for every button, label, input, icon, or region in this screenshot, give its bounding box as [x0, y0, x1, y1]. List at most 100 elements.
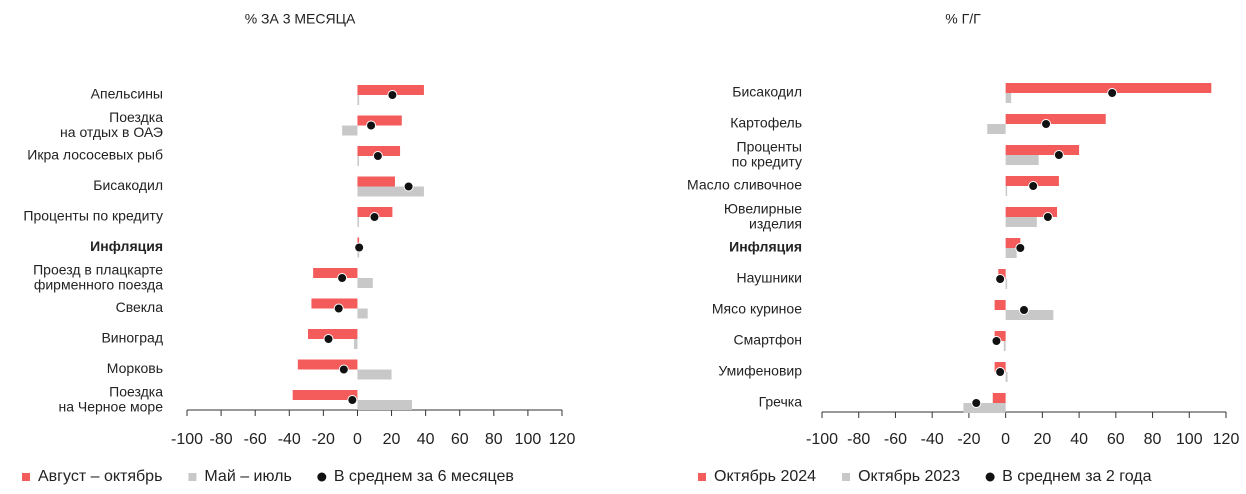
- category-label: Инфляция: [90, 238, 163, 254]
- category-label: Смартфон: [734, 332, 802, 348]
- dot: [387, 90, 398, 100]
- bar: [357, 369, 392, 380]
- dot: [333, 303, 344, 314]
- x-tick-label: -60: [884, 431, 907, 448]
- x-tick-label: -40: [921, 431, 944, 448]
- bar: [342, 125, 358, 136]
- category-label: Умифеновир: [718, 363, 802, 379]
- bar: [357, 95, 360, 105]
- bar: [1005, 207, 1058, 217]
- bar: [357, 146, 401, 156]
- legend-label: Август – октябрь: [38, 468, 162, 485]
- dot: [1053, 150, 1064, 160]
- dot: [403, 181, 414, 192]
- legend-marker: [985, 472, 995, 482]
- chart-title: % Г/Г: [945, 11, 981, 27]
- legend-label: В среднем за 2 года: [1002, 468, 1151, 485]
- bar: [1005, 176, 1059, 186]
- x-tick-label: 60: [1107, 431, 1125, 448]
- x-tick-label: 120: [1213, 431, 1240, 448]
- bar: [998, 269, 1006, 279]
- x-tick-label: 100: [515, 431, 542, 448]
- bar: [1005, 248, 1017, 258]
- dot: [971, 398, 982, 408]
- bar: [1005, 310, 1054, 320]
- dot: [337, 273, 348, 283]
- x-tick-label: -80: [847, 431, 870, 448]
- dot: [338, 364, 349, 375]
- bar: [1005, 279, 1008, 289]
- bar: [987, 124, 1006, 134]
- dot: [366, 120, 377, 131]
- bar: [994, 300, 1006, 310]
- dot: [372, 151, 383, 161]
- category-label: Виноград: [101, 330, 163, 346]
- bar: [357, 278, 373, 288]
- x-tick-label: -20: [312, 431, 335, 448]
- bar: [357, 186, 424, 197]
- bar: [1005, 217, 1037, 227]
- dot: [991, 336, 1002, 346]
- x-tick-label: -100: [171, 431, 203, 448]
- bar: [297, 359, 358, 370]
- bar: [1005, 186, 1008, 196]
- bar: [1003, 341, 1006, 351]
- bar: [1005, 93, 1012, 103]
- x-tick-label: 80: [1144, 431, 1162, 448]
- x-tick-label: 120: [549, 431, 576, 448]
- category-label: Картофель: [730, 115, 802, 131]
- x-tick-label: -40: [278, 431, 301, 448]
- legend-label: Май – июль: [204, 468, 291, 485]
- dot: [995, 367, 1006, 377]
- bar: [313, 268, 358, 278]
- category-label: Проезд в плацкарте фирменного поезда: [33, 261, 163, 292]
- dot: [1028, 181, 1039, 191]
- category-label: Проценты по кредиту: [732, 138, 802, 169]
- dot: [323, 334, 334, 344]
- bar: [963, 403, 1006, 413]
- bar: [357, 85, 424, 95]
- category-label: Инфляция: [729, 239, 802, 255]
- category-label: Свекла: [116, 299, 164, 315]
- category-label: Мясо куриное: [712, 301, 802, 317]
- category-label: Поездка на отдых в ОАЭ: [60, 109, 163, 140]
- legend-label: Октябрь 2023: [858, 468, 960, 485]
- bar: [1005, 83, 1212, 93]
- bar: [1005, 114, 1106, 124]
- bar: [354, 339, 358, 349]
- legend-marker: [317, 472, 327, 482]
- category-label: Бисакодил: [732, 84, 802, 100]
- chart-title: % ЗА 3 МЕСЯЦА: [245, 11, 356, 27]
- x-tick-label: 40: [417, 431, 435, 448]
- bar: [1005, 155, 1039, 165]
- bar: [357, 400, 412, 410]
- category-label: Наушники: [737, 270, 802, 286]
- dot: [1042, 212, 1053, 222]
- bar: [357, 156, 359, 166]
- x-tick-label: 20: [1033, 431, 1051, 448]
- x-tick-label: 0: [353, 431, 362, 448]
- bar: [1005, 238, 1021, 248]
- legend-marker: [188, 473, 197, 481]
- dot: [995, 274, 1006, 284]
- dot: [1107, 88, 1118, 98]
- category-label: Апельсины: [91, 86, 163, 102]
- bar: [1005, 145, 1080, 155]
- bar: [357, 247, 360, 258]
- x-tick-label: -80: [210, 431, 233, 448]
- x-tick-label: 60: [451, 431, 469, 448]
- x-tick-label: 0: [1001, 431, 1010, 448]
- x-tick-label: -60: [244, 431, 267, 448]
- legend-marker: [22, 473, 30, 481]
- category-label: Масло сливочное: [687, 177, 802, 193]
- category-label: Морковь: [107, 360, 163, 376]
- legend-marker: [842, 473, 851, 481]
- bar: [357, 308, 368, 319]
- x-tick-label: -100: [806, 431, 838, 448]
- dot: [347, 395, 358, 405]
- bar: [357, 207, 393, 217]
- legend-marker: [698, 473, 706, 481]
- bar: [1005, 372, 1008, 382]
- dot: [369, 212, 380, 222]
